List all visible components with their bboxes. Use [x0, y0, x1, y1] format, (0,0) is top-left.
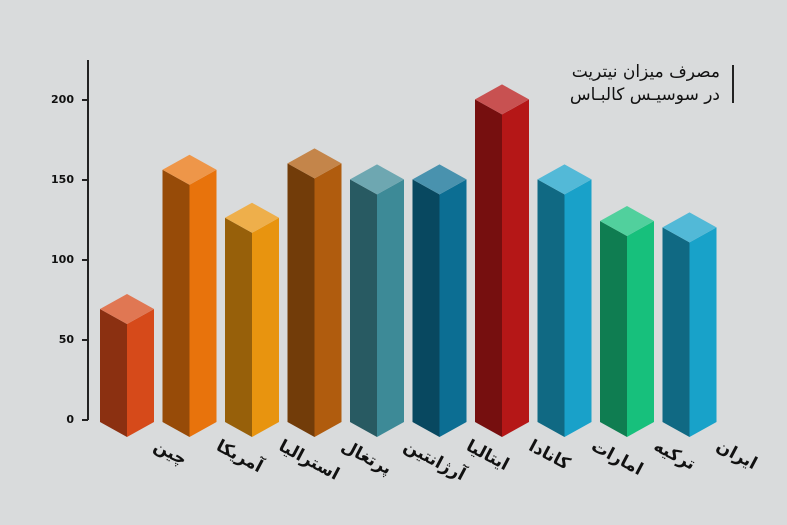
bar: [412, 164, 467, 437]
bar: [225, 202, 279, 437]
bar-top-face: [100, 294, 154, 324]
y-tick-label: 50: [59, 333, 75, 346]
bar-right-face: [314, 163, 342, 437]
bar: [162, 154, 217, 438]
chart-subtitle: در سوسیـس کالبـاس: [570, 85, 720, 105]
y-tick-label: 0: [66, 413, 74, 426]
bar-top-face: [350, 164, 404, 195]
bar: [662, 212, 717, 437]
bar: [537, 164, 592, 437]
bar-right-face: [377, 179, 404, 437]
bar: [287, 148, 342, 437]
bar-right-face: [252, 217, 279, 437]
bar-top-face: [412, 164, 467, 195]
bar-top-face: [162, 154, 217, 185]
bar-left-face: [662, 227, 690, 437]
bar-left-face: [412, 179, 440, 437]
y-tick-label: 200: [51, 93, 74, 106]
bar-left-face: [100, 309, 127, 437]
bar-right-face: [689, 227, 717, 437]
bar: [475, 84, 529, 438]
bar-left-face: [600, 221, 627, 437]
bar-top-face: [600, 206, 654, 236]
bar-left-face: [162, 169, 190, 438]
bar-right-face: [627, 221, 654, 437]
y-tick-label: 150: [51, 173, 74, 186]
bar-top-face: [537, 164, 592, 195]
bar: [600, 206, 654, 437]
bar-left-face: [537, 179, 565, 437]
bar-right-face: [189, 169, 217, 438]
bar-left-face: [225, 217, 252, 437]
chart-title: مصرف میزان نیتریت: [572, 62, 720, 82]
bar-top-face: [662, 212, 717, 243]
bar-left-face: [475, 99, 502, 438]
y-tick-label: 100: [51, 253, 74, 266]
bar: [350, 164, 404, 437]
bar-top-face: [287, 148, 342, 179]
bar-left-face: [350, 179, 377, 437]
bar-right-face: [439, 179, 467, 437]
bar: [100, 294, 154, 437]
bar-right-face: [502, 99, 529, 438]
bar-left-face: [287, 163, 315, 437]
bar-top-face: [225, 202, 279, 233]
bar-right-face: [564, 179, 592, 437]
bar-right-face: [127, 309, 154, 437]
bar-top-face: [475, 84, 529, 115]
